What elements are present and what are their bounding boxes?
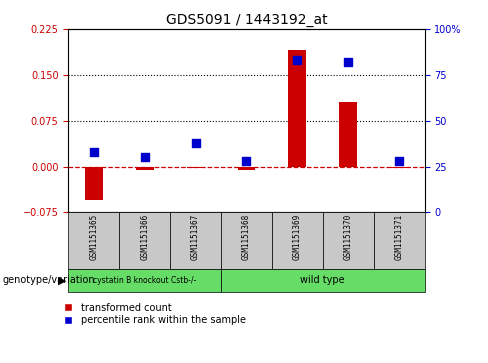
Text: GSM1151371: GSM1151371 [395, 214, 404, 260]
Text: GSM1151365: GSM1151365 [89, 214, 98, 260]
Title: GDS5091 / 1443192_at: GDS5091 / 1443192_at [165, 13, 327, 26]
Text: wild type: wild type [301, 276, 345, 285]
Text: GSM1151370: GSM1151370 [344, 214, 353, 260]
Bar [374, 212, 425, 269]
Text: GSM1151366: GSM1151366 [140, 214, 149, 260]
Point [141, 155, 148, 160]
Bar [68, 269, 221, 292]
Text: GSM1151367: GSM1151367 [191, 214, 200, 260]
Point [395, 158, 403, 164]
Bar [221, 212, 272, 269]
Legend: transformed count, percentile rank within the sample: transformed count, percentile rank withi… [63, 302, 246, 326]
Text: GSM1151368: GSM1151368 [242, 214, 251, 260]
Text: cystatin B knockout Cstb-/-: cystatin B knockout Cstb-/- [93, 276, 196, 285]
Bar [272, 212, 323, 269]
Text: genotype/variation: genotype/variation [2, 276, 95, 285]
Point [243, 158, 250, 164]
Text: ▶: ▶ [58, 276, 66, 285]
Bar [170, 212, 221, 269]
Bar [323, 212, 374, 269]
Bar [68, 212, 119, 269]
Bar [85, 167, 102, 200]
Point [192, 140, 200, 146]
Bar [390, 167, 408, 168]
Bar [136, 167, 154, 170]
Bar [119, 212, 170, 269]
Bar [339, 102, 357, 167]
Bar [221, 269, 425, 292]
Point [293, 57, 301, 63]
Point [90, 149, 98, 155]
Text: GSM1151369: GSM1151369 [293, 214, 302, 260]
Bar [186, 167, 204, 168]
Bar [238, 167, 255, 170]
Bar [288, 50, 306, 167]
Point [345, 59, 352, 65]
